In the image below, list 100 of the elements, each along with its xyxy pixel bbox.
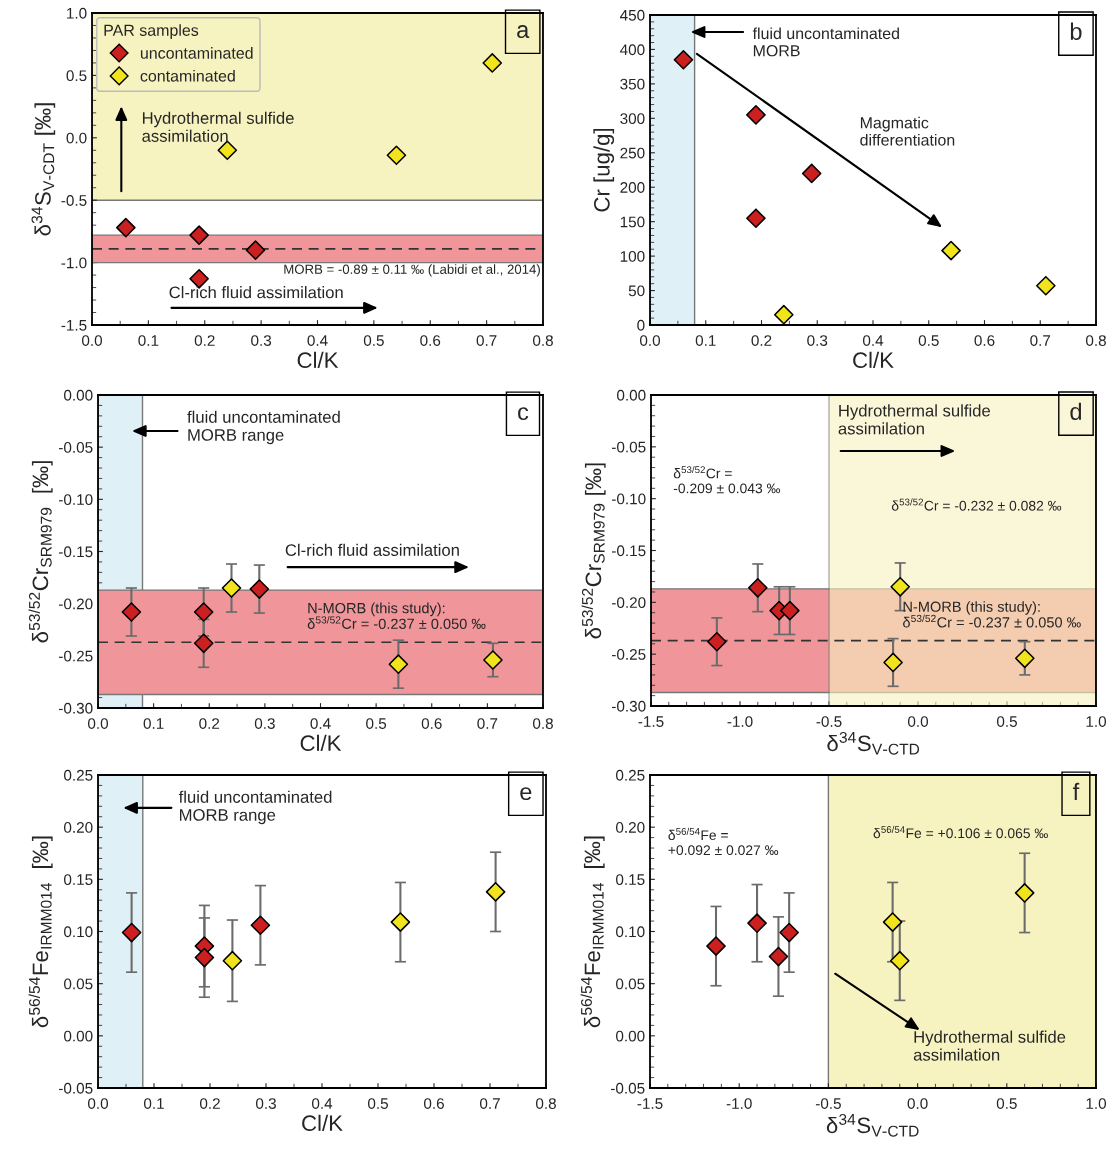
y-tick-label: -0.25	[59, 650, 93, 662]
x-tick-label: 0.7	[476, 335, 497, 346]
y-axis-title: δ$^{34}$S$_{V-CDT}$ [‰]	[31, 103, 56, 236]
point	[485, 882, 506, 902]
point	[116, 217, 136, 238]
point	[889, 950, 910, 971]
x-tick-label: 0.4	[862, 335, 884, 346]
x-tick-label: 0.1	[143, 1098, 164, 1109]
annotation: δ$^{56/54}$Fe = +0.106 ± 0.065 ‰	[873, 825, 1048, 839]
x-tick-label: 0.1	[138, 335, 159, 346]
x-tick-label: -0.5	[815, 1098, 841, 1109]
x-tick-label: 1.0	[1086, 1098, 1107, 1109]
x-tick-label: 0.0	[639, 335, 661, 346]
annotation: Cl-rich fluid assimilation	[169, 286, 343, 299]
y-tick-label: -0.15	[612, 545, 646, 557]
x-tick-label: 0.5	[367, 1098, 388, 1109]
x-tick-label: 0.5	[996, 716, 1017, 727]
y-axis-title: δ$^{56/54}$Fe$_{IRMM014}$ [‰]	[28, 836, 53, 1028]
legend-title: PAR samples	[104, 24, 199, 40]
point	[780, 600, 800, 621]
legend-label: contaminated	[140, 69, 235, 82]
point	[1036, 275, 1056, 296]
x-tick-label: 0.6	[420, 335, 441, 346]
legend-label: uncontaminated	[140, 47, 253, 59]
point	[779, 922, 799, 943]
annotation: c	[518, 407, 529, 421]
band-label: fluid uncontaminated MORB range	[187, 410, 340, 445]
x-tick-label: -1.0	[726, 1098, 752, 1109]
y-axis-title: δ$^{53/52}$Cr$_{SRM979}$ [‰]	[581, 463, 606, 639]
x-tick-label: 0.4	[310, 718, 331, 729]
y-tick-label: -1.5	[61, 320, 87, 331]
x-tick-label: 0.3	[255, 1098, 276, 1109]
x-tick-label: 0.0	[907, 716, 929, 727]
y-axis-title: δ$^{56/54}$Fe$_{IRMM014}$ [‰]	[580, 836, 605, 1028]
point	[1014, 883, 1035, 903]
y-tick-label: 0.10	[616, 926, 645, 938]
annotation: δ$^{53/52}$Cr = -0.209 ± 0.043 ‰	[673, 465, 781, 494]
x-tick-label: 0.7	[477, 718, 498, 729]
point	[194, 947, 215, 968]
y-tick-label: -0.05	[612, 441, 646, 453]
band-label: N-MORB (this study): δ$^{53/52}$Cr = -0.237 ± 0.050 ‰	[903, 601, 1081, 628]
x-tick-label: -1.5	[638, 716, 664, 727]
x-tick-label: 0.8	[532, 718, 553, 729]
x-tick-label: 0.7	[479, 1098, 500, 1109]
y-tick-label: -0.05	[59, 1082, 93, 1094]
y-tick-label: -0.15	[59, 546, 93, 558]
point	[1014, 648, 1035, 669]
x-tick-label: 0.1	[695, 335, 716, 346]
point	[746, 208, 766, 229]
band-label: fluid uncontaminated MORB range	[178, 790, 332, 825]
y-tick-label: 100	[620, 250, 645, 262]
annotation: δ$^{53/52}$Cr = -0.232 ± 0.082 ‰	[891, 498, 1062, 511]
point	[768, 946, 789, 967]
y-tick-label: -0.20	[612, 597, 646, 609]
y-tick-label: -0.30	[612, 700, 646, 712]
point	[706, 936, 726, 956]
annotation: Magmatic differentiation	[860, 116, 955, 146]
point	[882, 912, 903, 932]
point	[121, 922, 142, 943]
y-tick-label: -0.20	[59, 598, 93, 610]
x-axis-title: Cl/K	[853, 351, 894, 369]
y-tick-label: 400	[620, 44, 645, 56]
y-tick-label: 1.0	[67, 7, 87, 19]
y-tick-label: 0.25	[64, 769, 93, 781]
point	[386, 145, 407, 166]
point	[250, 915, 271, 936]
point	[482, 53, 503, 73]
x-tick-label: 0.8	[1085, 335, 1106, 346]
x-tick-label: 0.1	[143, 718, 164, 729]
y-tick-label: 300	[620, 113, 645, 125]
y-tick-label: 50	[628, 285, 645, 297]
x-tick-label: 0.5	[363, 335, 384, 346]
y-tick-label: 350	[620, 78, 645, 90]
y-axis-title: Cr [ug/g]	[593, 128, 615, 212]
y-tick-label: 250	[620, 147, 645, 159]
band-label: fluid uncontaminated MORB	[752, 27, 899, 57]
annotation: e	[520, 787, 532, 801]
y-tick-label: -0.10	[612, 493, 646, 505]
x-tick-label: 0.2	[199, 1098, 220, 1109]
x-tick-label: 0.5	[366, 718, 387, 729]
point	[193, 602, 214, 622]
x-axis-title: Cl/K	[300, 734, 342, 752]
x-tick-label: 0.8	[535, 1098, 556, 1109]
y-tick-label: 0.25	[616, 769, 645, 781]
annotation: a	[517, 25, 530, 39]
annotation: d	[1070, 402, 1082, 420]
point	[245, 240, 266, 260]
point	[189, 225, 209, 245]
y-tick-label: 200	[620, 182, 645, 193]
point	[221, 578, 242, 598]
point	[222, 950, 243, 971]
y-tick-label: -0.25	[612, 649, 646, 660]
x-axis-title: Cl/K	[302, 1114, 343, 1132]
y-tick-label: 0.10	[64, 926, 93, 938]
point	[673, 49, 694, 70]
y-tick-label: -0.10	[59, 494, 93, 506]
annotation: b	[1070, 22, 1082, 40]
point	[773, 304, 794, 325]
y-tick-label: 0.15	[616, 874, 645, 886]
y-tick-label: 0.15	[64, 874, 93, 886]
